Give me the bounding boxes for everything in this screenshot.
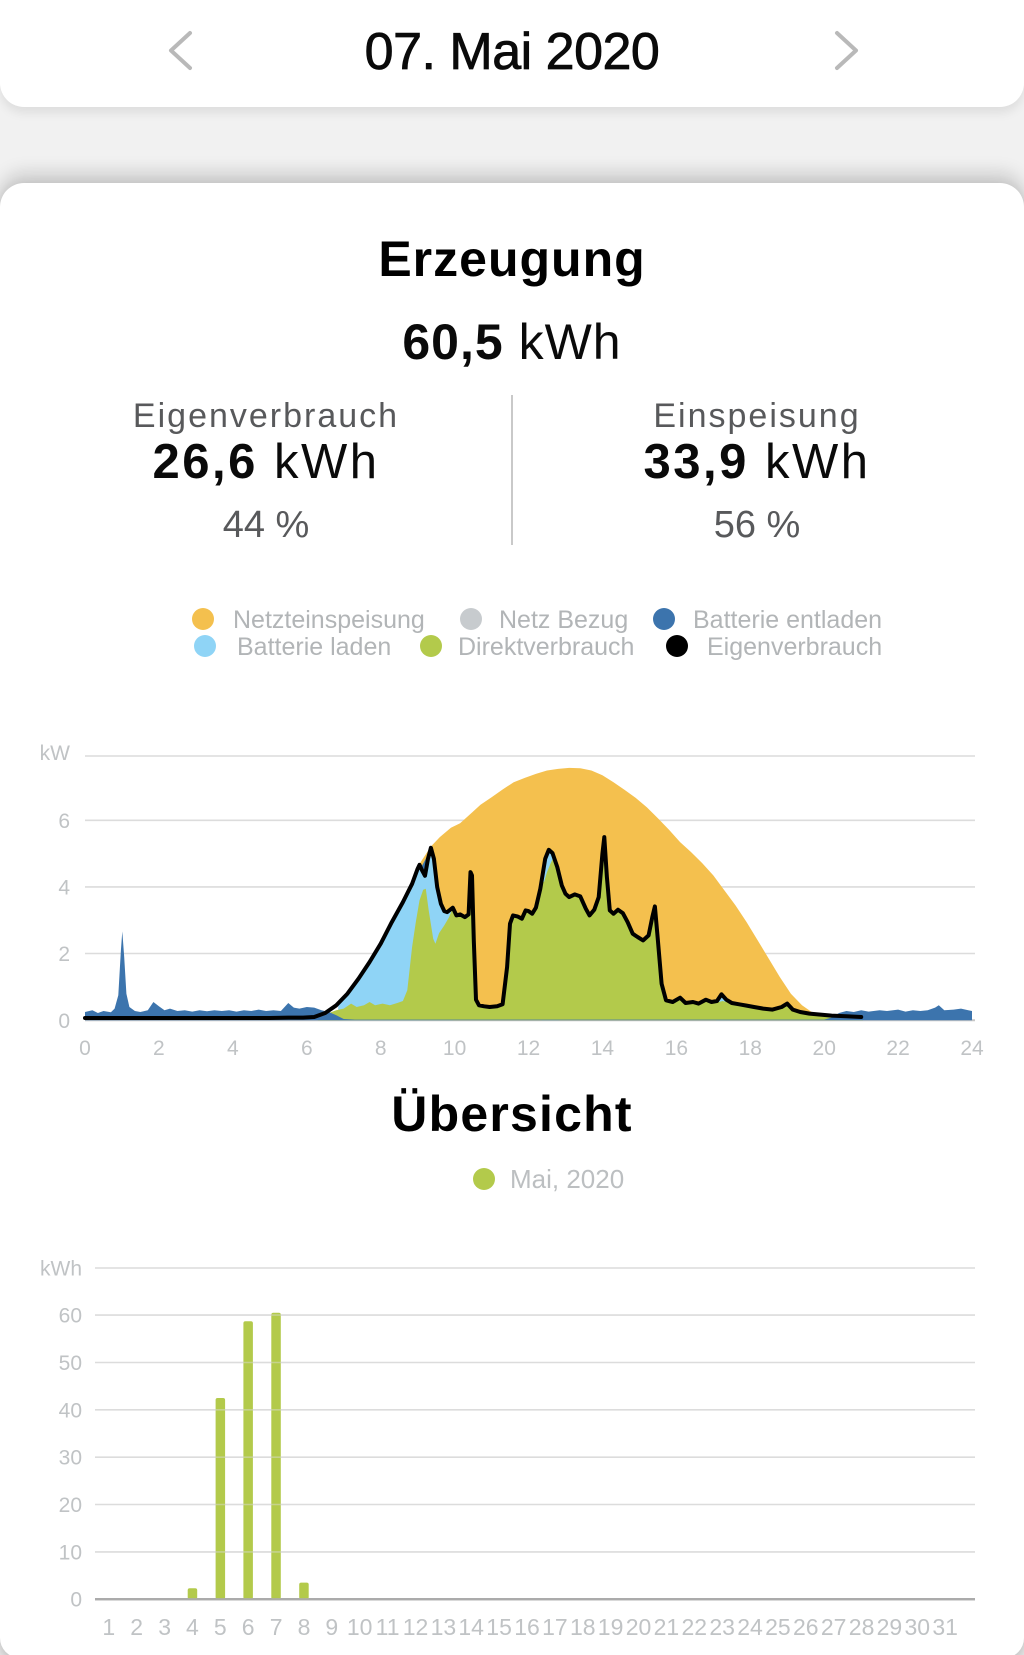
svg-text:16: 16 [514, 1614, 540, 1640]
svg-text:18: 18 [570, 1614, 596, 1640]
svg-text:6: 6 [242, 1614, 255, 1640]
svg-text:0: 0 [70, 1589, 82, 1612]
svg-text:11: 11 [376, 1614, 400, 1640]
svg-text:Netz Bezug: Netz Bezug [499, 606, 628, 634]
svg-text:1: 1 [102, 1614, 115, 1640]
svg-text:Netzteinspeisung: Netzteinspeisung [233, 606, 425, 634]
svg-text:22: 22 [886, 1037, 909, 1060]
svg-text:40: 40 [59, 1399, 82, 1422]
svg-text:16: 16 [665, 1037, 688, 1060]
svg-text:4: 4 [227, 1037, 239, 1060]
svg-text:26: 26 [793, 1614, 819, 1640]
svg-text:21: 21 [654, 1614, 680, 1640]
svg-text:19: 19 [598, 1614, 624, 1640]
svg-text:25: 25 [765, 1614, 791, 1640]
svg-text:2: 2 [58, 943, 70, 966]
svg-text:27: 27 [821, 1614, 847, 1640]
svg-text:kWh: kWh [40, 1258, 82, 1281]
svg-text:0: 0 [58, 1010, 70, 1033]
svg-text:4: 4 [186, 1614, 199, 1640]
svg-text:kW: kW [40, 742, 71, 765]
svg-text:23: 23 [709, 1614, 735, 1640]
svg-text:Mai, 2020: Mai, 2020 [510, 1164, 624, 1194]
svg-text:10: 10 [443, 1037, 466, 1060]
svg-text:8: 8 [298, 1614, 311, 1640]
svg-text:14: 14 [458, 1614, 484, 1640]
svg-text:0: 0 [79, 1037, 91, 1060]
svg-text:20: 20 [626, 1614, 652, 1640]
svg-text:22: 22 [682, 1614, 708, 1640]
svg-text:13: 13 [431, 1614, 457, 1640]
svg-text:8: 8 [375, 1037, 387, 1060]
svg-text:12: 12 [403, 1614, 429, 1640]
svg-text:4: 4 [58, 876, 70, 899]
svg-text:2: 2 [153, 1037, 165, 1060]
svg-text:Batterie laden: Batterie laden [237, 633, 391, 661]
svg-text:Eigenverbrauch: Eigenverbrauch [707, 633, 882, 661]
svg-text:6: 6 [301, 1037, 313, 1060]
svg-text:9: 9 [325, 1614, 338, 1640]
svg-text:20: 20 [59, 1494, 82, 1517]
svg-text:30: 30 [59, 1447, 82, 1470]
svg-text:10: 10 [59, 1541, 82, 1564]
svg-text:18: 18 [739, 1037, 762, 1060]
svg-text:30: 30 [905, 1614, 931, 1640]
svg-text:5: 5 [214, 1614, 227, 1640]
svg-text:3: 3 [158, 1614, 171, 1640]
svg-text:50: 50 [59, 1352, 82, 1375]
svg-text:24: 24 [960, 1037, 984, 1060]
svg-text:2: 2 [130, 1614, 143, 1640]
svg-text:29: 29 [877, 1614, 903, 1640]
svg-text:31: 31 [932, 1614, 958, 1640]
svg-text:28: 28 [849, 1614, 875, 1640]
svg-text:12: 12 [517, 1037, 540, 1060]
svg-text:7: 7 [270, 1614, 283, 1640]
svg-text:Direktverbrauch: Direktverbrauch [458, 633, 634, 661]
svg-text:17: 17 [542, 1614, 568, 1640]
svg-text:10: 10 [347, 1614, 373, 1640]
svg-text:15: 15 [486, 1614, 512, 1640]
svg-text:24: 24 [737, 1614, 763, 1640]
svg-text:60: 60 [59, 1305, 82, 1328]
svg-text:Batterie entladen: Batterie entladen [693, 606, 882, 634]
svg-text:6: 6 [58, 810, 70, 833]
svg-text:20: 20 [813, 1037, 836, 1060]
svg-text:14: 14 [591, 1037, 615, 1060]
